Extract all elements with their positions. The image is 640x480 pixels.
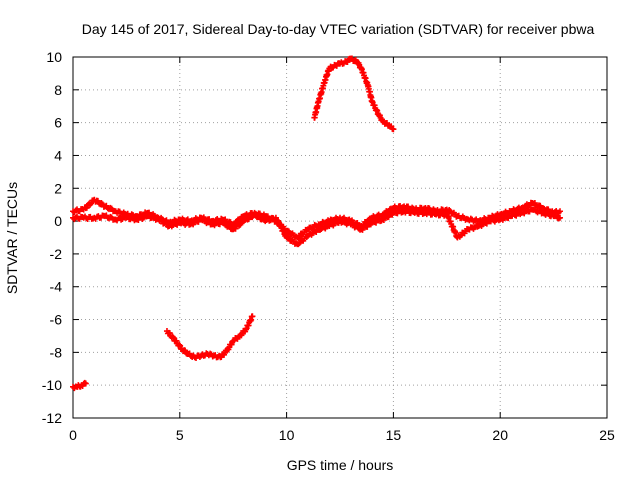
- y-tick-label: -8: [50, 344, 63, 360]
- data-point: [88, 200, 95, 207]
- data-point: [169, 333, 176, 340]
- data-layer: [70, 55, 564, 392]
- y-tick-label: -10: [42, 377, 62, 393]
- y-tick-label: -2: [50, 246, 63, 262]
- series-main-band-b: [70, 206, 564, 248]
- y-tick-label: -12: [42, 410, 62, 426]
- series-low-arc: [163, 313, 256, 362]
- data-point: [83, 204, 90, 211]
- data-point: [237, 221, 244, 228]
- data-point: [557, 208, 564, 215]
- y-tick-label: 6: [54, 115, 62, 131]
- grid-layer: [73, 57, 607, 418]
- y-tick-label: 8: [54, 82, 62, 98]
- data-point: [173, 337, 180, 344]
- x-tick-label: 15: [386, 427, 402, 443]
- series-high-arc: [311, 55, 397, 133]
- y-tick-label: -4: [50, 279, 63, 295]
- data-point: [390, 126, 397, 133]
- x-tick-label: 0: [69, 427, 77, 443]
- y-tick-label: -6: [50, 312, 63, 328]
- data-point: [557, 214, 564, 221]
- y-tick-label: 2: [54, 180, 62, 196]
- data-point: [295, 241, 302, 248]
- data-point: [177, 342, 184, 349]
- axis-layer: 0 5 10 15 20 25 -12 -10 -8 -6 -4 -2 0 2 4 6 8 10: [42, 49, 615, 443]
- plot-frame: [72, 56, 608, 419]
- chart-title: Day 145 of 2017, Sidereal Day-to-day VTE…: [82, 21, 595, 37]
- y-axis-label: SDTVAR / TECUs: [4, 182, 20, 294]
- y-tick-label: 0: [54, 213, 62, 229]
- data-point: [249, 313, 256, 320]
- x-tick-label: 20: [492, 427, 508, 443]
- data-point: [82, 380, 89, 387]
- data-point: [166, 330, 173, 337]
- data-point: [228, 341, 235, 348]
- x-tick-label: 25: [599, 427, 615, 443]
- x-axis-label: GPS time / hours: [287, 457, 394, 473]
- x-tick-label: 10: [279, 427, 295, 443]
- x-tick-label: 5: [176, 427, 184, 443]
- y-tick-label: 4: [54, 147, 62, 163]
- y-tick-label: 10: [46, 49, 62, 65]
- data-point: [176, 341, 183, 348]
- series-low-segment: [70, 379, 89, 392]
- data-point: [236, 222, 243, 229]
- data-point: [446, 207, 453, 214]
